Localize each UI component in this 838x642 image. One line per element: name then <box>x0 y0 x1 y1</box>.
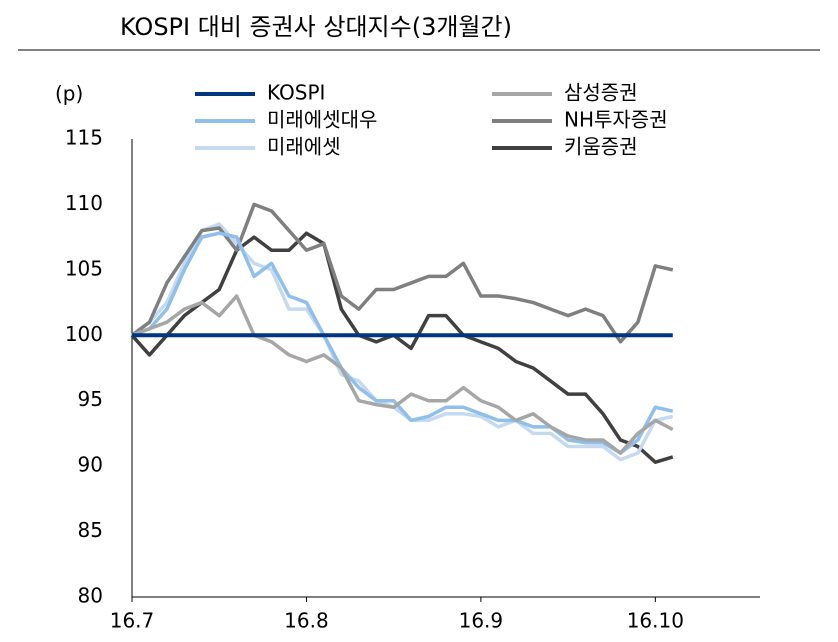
y-tick-label: 100 <box>65 322 103 346</box>
series-line <box>131 294 674 455</box>
y-tick-label: 85 <box>78 518 103 542</box>
x-tick-label: 16.8 <box>284 609 329 633</box>
y-axis-label: (p) <box>55 82 83 106</box>
series-line <box>131 231 674 455</box>
y-tick-label: 115 <box>65 126 103 150</box>
chart-title: KOSPI 대비 증권사 상대지수(3개월간) <box>120 13 512 41</box>
series-line <box>130 231 674 464</box>
y-tick-label: 95 <box>78 387 103 411</box>
y-tick-label: 90 <box>78 453 103 477</box>
legend-label: 키움증권 <box>564 135 638 159</box>
series-line <box>130 202 674 344</box>
legend-label: 미래에셋대우 <box>267 108 377 132</box>
legend-label: 미래에셋 <box>267 135 341 159</box>
y-tick-label: 110 <box>65 191 103 215</box>
x-tick-label: 16.10 <box>627 609 684 633</box>
x-tick-label: 16.7 <box>110 609 155 633</box>
legend-label: NH투자증권 <box>564 108 668 132</box>
y-tick-label: 80 <box>78 584 103 608</box>
legend-label: KOSPI <box>267 81 325 105</box>
x-tick-label: 16.9 <box>459 609 504 633</box>
series-line <box>130 222 674 462</box>
y-tick-label: 105 <box>65 256 103 280</box>
legend-label: 삼성증권 <box>564 81 638 105</box>
